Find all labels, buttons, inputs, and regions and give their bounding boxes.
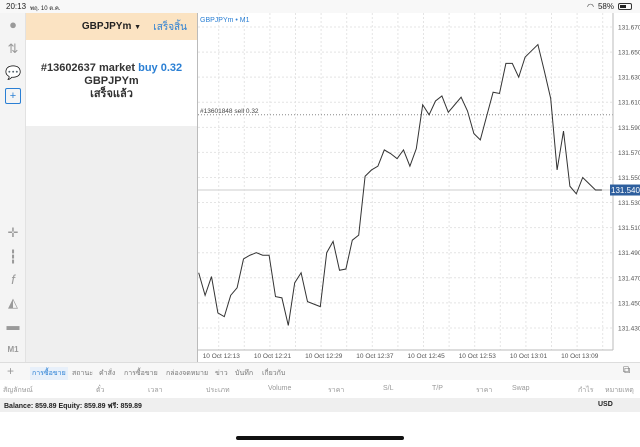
y-tick-label: 131.650 (618, 50, 640, 57)
col-swap: Swap (512, 385, 530, 392)
new-order-icon[interactable]: + (5, 88, 21, 104)
x-tick-label: 10 Oct 12:13 (203, 353, 241, 360)
y-tick-label: 131.590 (618, 125, 640, 132)
col-price2: ราคา (476, 387, 493, 394)
order-ticket: #13602637 market (40, 62, 136, 74)
y-tick-label: 131.550 (618, 175, 640, 182)
candlestick-icon[interactable]: ┇ (9, 249, 17, 264)
date: พฤ. 10 ต.ค. (30, 6, 61, 12)
current-price-label: 131.540 (611, 186, 640, 195)
order-panel: GBPJPYm ▼ เสร็จสิ้น #13602637 market buy… (26, 13, 197, 362)
chat-icon[interactable]: 💬 (5, 65, 22, 80)
tab-news[interactable]: ข่าว (215, 370, 228, 377)
tab-about[interactable]: เกี่ยวกับ (262, 370, 286, 377)
home-indicator (236, 436, 404, 440)
wifi-icon: ◠ (587, 2, 594, 11)
add-icon[interactable]: + (7, 364, 15, 378)
y-tick-label: 131.470 (618, 275, 640, 282)
status-bar: 20:13 พฤ. 10 ต.ค. ◠ 58% (0, 0, 640, 13)
y-tick-label: 131.570 (618, 150, 640, 157)
order-action: buy 0.32 (138, 62, 183, 74)
terminal-tabs: + การซื้อขาย สถานะ คำสั่ง การซื้อขาย กล่… (0, 362, 640, 380)
price-chart[interactable]: 131.670 131.650 131.630 131.610 131.590 131.5… (197, 13, 640, 362)
tab-journal[interactable]: บันทึก (235, 370, 254, 377)
chevron-down-icon: ▼ (134, 24, 142, 31)
tab-mailbox[interactable]: กล่องจดหมาย (166, 370, 209, 377)
col-price: ราคา (328, 387, 345, 394)
price-line-series (198, 43, 602, 326)
col-sl: S/L (383, 385, 394, 392)
col-profit: กำไร (578, 387, 594, 394)
order-status: เสร็จแล้ว (90, 88, 133, 100)
detach-icon[interactable]: ⧉ (623, 365, 631, 376)
objects-icon[interactable]: ◭ (8, 295, 18, 310)
x-tick-label: 10 Oct 12:37 (356, 353, 394, 360)
x-tick-label: 10 Oct 12:45 (408, 353, 446, 360)
y-tick-label: 131.670 (618, 25, 640, 32)
order-line-label: #13601848 sell 0.32 (200, 108, 259, 115)
y-tick-label: 131.510 (618, 225, 640, 232)
symbol-label: GBPJPYm (81, 21, 132, 32)
tab-orders[interactable]: คำสั่ง (99, 370, 116, 377)
balance-text: Balance: 859.89 Equity: 859.89 ฟรี: 859.… (4, 403, 142, 410)
trade-arrows-icon[interactable]: ⇅ (7, 41, 19, 56)
templates-icon[interactable]: ▬ (6, 318, 20, 333)
y-tick-label: 131.490 (618, 250, 640, 257)
tab-positions[interactable]: สถานะ (72, 370, 93, 377)
order-panel-header: GBPJPYm ▼ เสร็จสิ้น (26, 13, 197, 40)
x-tick-label: 10 Oct 12:21 (254, 353, 292, 360)
left-toolbar: ● ⇅ 💬 + ✛ ┇ f ◭ ▬ M1 (0, 13, 26, 362)
y-tick-label: 131.450 (618, 300, 640, 307)
order-result: #13602637 market buy 0.32 GBPJPYm เสร็จแ… (26, 40, 197, 126)
col-volume: Volume (268, 385, 292, 392)
y-tick-label: 131.630 (618, 75, 640, 82)
col-ticket: ตั๋ว (96, 387, 105, 394)
currency: USD (598, 401, 613, 408)
order-symbol: GBPJPYm (84, 75, 139, 87)
account-icon[interactable]: ● (9, 17, 17, 32)
battery-icon (618, 3, 632, 10)
x-tick-label: 10 Oct 13:09 (561, 353, 599, 360)
col-type: ประเภท (206, 387, 230, 394)
y-tick-label: 131.530 (618, 200, 640, 207)
chart-svg: 131.670 131.650 131.630 131.610 131.590 131.5… (198, 13, 640, 360)
col-comment: หมายเหตุ (605, 387, 634, 394)
balance-row: Balance: 859.89 Equity: 859.89 ฟรี: 859.… (0, 398, 640, 412)
col-tp: T/P (432, 385, 443, 392)
col-time: เวลา (148, 387, 163, 394)
tab-trade[interactable]: การซื้อขาย (30, 367, 68, 380)
x-tick-label: 10 Oct 12:53 (459, 353, 497, 360)
chart-title: GBPJPYm • M1 (200, 17, 250, 24)
current-price-box (610, 184, 640, 196)
clock: 20:13 (6, 2, 27, 11)
col-symbol: สัญลักษณ์ (3, 387, 33, 394)
y-tick-label: 131.610 (618, 100, 640, 107)
table-header: สัญลักษณ์ ตั๋ว เวลา ประเภท Volume ราคา S… (0, 380, 640, 398)
crosshair-icon[interactable]: ✛ (7, 225, 19, 240)
x-tick-label: 10 Oct 13:01 (510, 353, 548, 360)
indicator-f-icon[interactable]: f (11, 272, 15, 287)
tab-history[interactable]: การซื้อขาย (124, 370, 158, 377)
symbol-selector[interactable]: GBPJPYm ▼ (26, 21, 197, 32)
x-tick-label: 10 Oct 12:29 (305, 353, 343, 360)
timeframe-button[interactable]: M1 (7, 345, 19, 354)
battery-percent: 58% (597, 2, 614, 11)
y-tick-label: 131.430 (618, 325, 640, 332)
done-button[interactable]: เสร็จสิ้น (153, 22, 187, 33)
